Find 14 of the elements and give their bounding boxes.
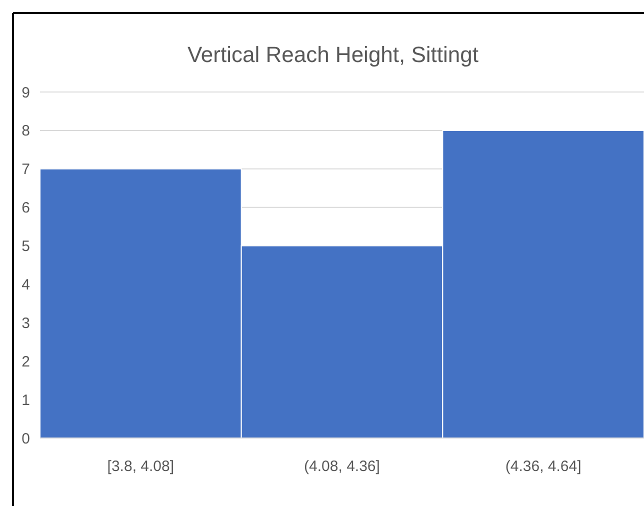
x-tick-label: (4.08, 4.36] [304,458,380,475]
y-tick-label: 0 [22,430,30,448]
chart-title: Vertical Reach Height, Sittingt [187,42,479,67]
y-tick-label: 3 [22,314,30,332]
y-tick-label: 8 [22,122,30,140]
y-tick-label: 7 [22,161,30,178]
y-tick-label: 6 [22,200,30,217]
y-tick-label: 9 [22,84,30,102]
y-tick-label: 4 [22,276,30,294]
y-tick-label: 5 [22,238,30,256]
x-tick-label: (4.36, 4.64] [505,458,582,475]
y-tick-label: 1 [22,392,30,409]
y-tick-label: 2 [22,353,30,370]
x-tick-label: [3.8, 4.08] [107,458,174,475]
